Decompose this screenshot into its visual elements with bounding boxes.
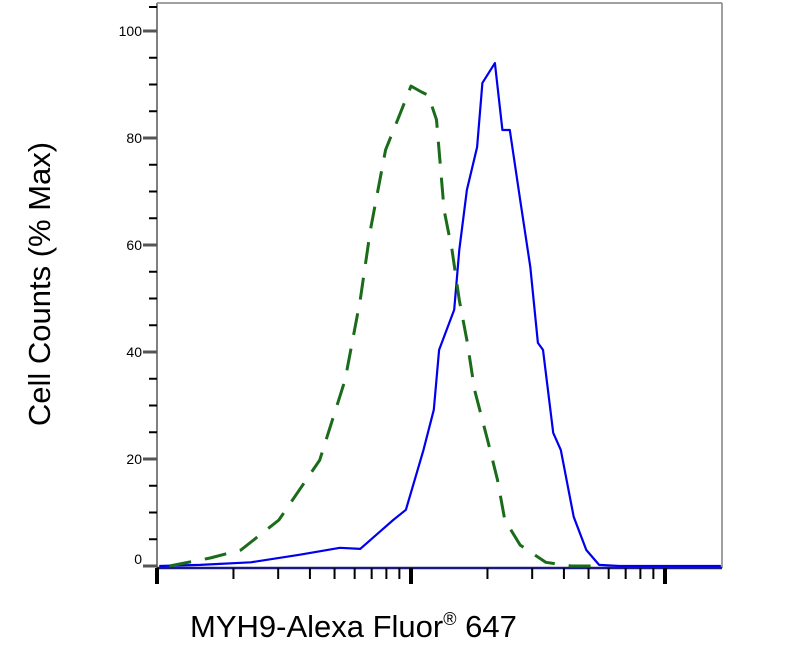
y-tick-label: 40 xyxy=(126,344,142,360)
series-group xyxy=(159,61,721,568)
y-tick-label: 100 xyxy=(119,23,143,39)
series-line-dashed xyxy=(169,84,600,568)
series-line-solid xyxy=(159,61,721,568)
x-axis-title: MYH9-Alexa Fluor® 647 xyxy=(190,609,517,644)
x-axis-title-suffix: 647 xyxy=(457,609,517,644)
y-tick-label: 60 xyxy=(126,237,142,253)
plot-frame xyxy=(156,2,723,568)
x-axis-title-superscript: ® xyxy=(443,609,456,629)
y-axis-title: Cell Counts (% Max) xyxy=(22,142,57,426)
x-axis xyxy=(155,566,722,584)
y-axis: 0 20 40 60 80 100 xyxy=(119,6,157,568)
x-axis-title-main: MYH9-Alexa Fluor xyxy=(190,609,443,644)
y-tick-label: 20 xyxy=(126,451,142,467)
y-tick-label: 80 xyxy=(126,130,142,146)
y-tick-label: 0 xyxy=(134,551,142,567)
